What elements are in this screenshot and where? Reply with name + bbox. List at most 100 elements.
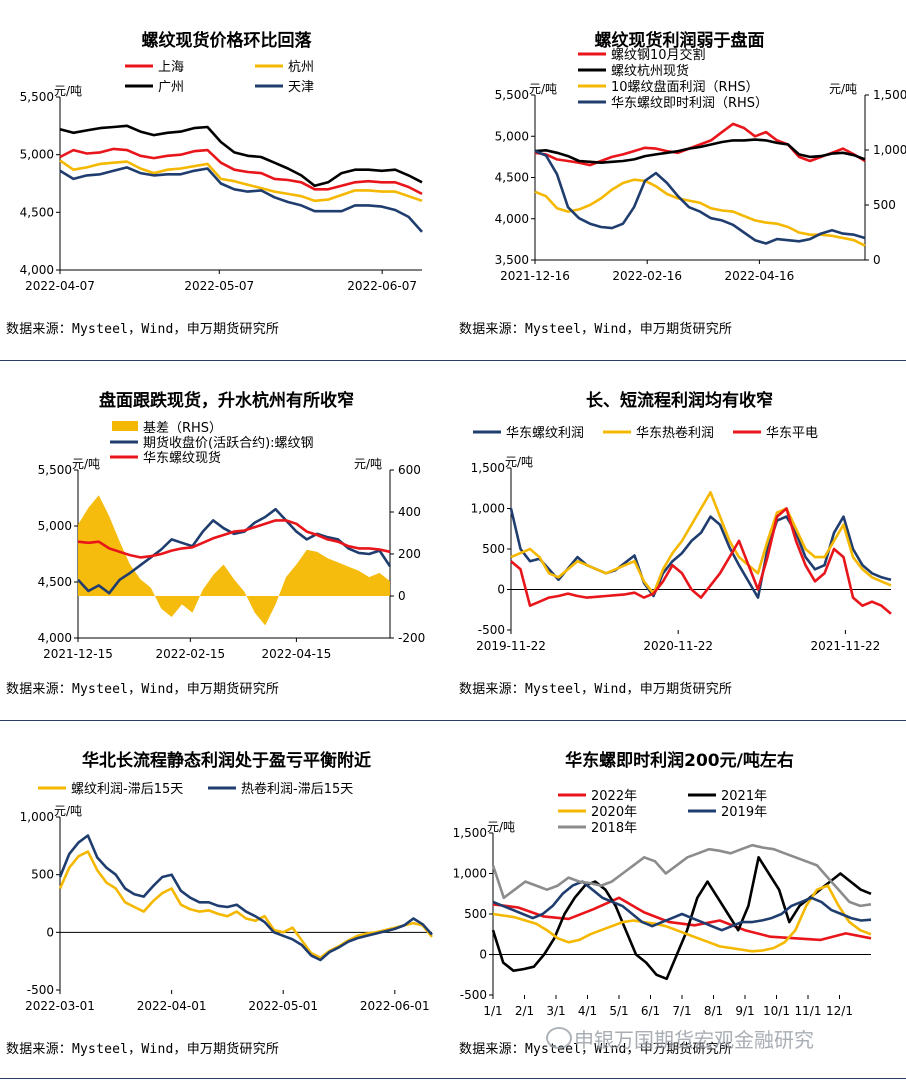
x-tick-label: 2020-11-22 bbox=[643, 639, 713, 653]
divider bbox=[0, 720, 906, 721]
series-area-0 bbox=[78, 495, 390, 626]
y-unit-label: 元/吨 bbox=[54, 804, 82, 818]
y-tick-label: 1,000 bbox=[20, 810, 54, 824]
legend-label: 2020年 bbox=[591, 805, 637, 820]
series-line-1 bbox=[510, 491, 892, 595]
y-tick-label: 0 bbox=[479, 948, 487, 962]
y-tick-label: 1,000 bbox=[471, 502, 505, 516]
x-tick-label: 2022-04-07 bbox=[25, 279, 95, 293]
x-tick-label: 5/1 bbox=[609, 1004, 628, 1018]
x-tick-label: 2022-05-01 bbox=[248, 999, 318, 1013]
series-line-4 bbox=[491, 843, 872, 908]
divider bbox=[0, 360, 906, 361]
y-tick-label: 1,000 bbox=[453, 867, 487, 881]
y-tick-label: 5,500 bbox=[495, 88, 529, 102]
series-line-2 bbox=[77, 519, 391, 559]
series-line-2 bbox=[492, 884, 872, 953]
legend-label: 华东螺纹现货 bbox=[143, 450, 221, 466]
legend-label: 2019年 bbox=[721, 805, 767, 820]
y-unit-label: 元/吨 bbox=[505, 455, 533, 469]
legend-label: 广州 bbox=[158, 80, 184, 95]
series-line-1 bbox=[534, 138, 866, 164]
y-tick-label: 5,000 bbox=[495, 129, 529, 143]
series-line-3 bbox=[492, 880, 872, 932]
legend-label: 10螺纹盘面利润（RHS） bbox=[611, 79, 759, 95]
legend-label: 华东螺纹即时利润（RHS） bbox=[611, 96, 768, 111]
chart-1-svg: 4,000 4,500 5,000 5,500 元/吨 2022-04-07 2022-05… bbox=[20, 60, 423, 293]
y2-tick-label: 0 bbox=[873, 253, 881, 267]
series-line-0 bbox=[534, 122, 866, 167]
chart-panel-6: 华东螺即时利润200元/吨左右 -500 0 500 1,000 1,500 元/吨 1/1… bbox=[453, 720, 906, 1080]
y2-tick-label: 400 bbox=[398, 505, 421, 519]
x-tick-label: 2022-05-07 bbox=[184, 279, 254, 293]
chart-title: 华北长流程静态利润处于盈亏平衡附近 bbox=[82, 751, 371, 771]
y-tick-label: 3,500 bbox=[495, 253, 529, 267]
legend-label: 华东热卷利润 bbox=[636, 425, 714, 441]
legend-label: 螺纹利润-滞后15天 bbox=[71, 782, 183, 797]
chart-panel-2: 螺纹现货利润弱于盘面 3,500 4,000 4,500 5,000 5,500 0 500… bbox=[453, 0, 906, 360]
series-line-1 bbox=[77, 507, 392, 595]
legend-label: 螺纹杭州现货 bbox=[611, 63, 689, 79]
x-tick-label: 1/1 bbox=[483, 1004, 502, 1018]
chart-title: 盘面跟跌现货，升水杭州有所收窄 bbox=[99, 391, 354, 411]
chart-3-svg: 4,000 4,500 5,000 5,500 -200 0 200 400 600 元/吨 元/吨… bbox=[38, 421, 425, 661]
y2-unit-label: 元/吨 bbox=[354, 457, 382, 471]
series-line-2 bbox=[510, 507, 892, 615]
y2-tick-label: 500 bbox=[873, 198, 896, 212]
x-tick-label: 11/1 bbox=[795, 1004, 822, 1018]
y-tick-label: 5,000 bbox=[38, 519, 72, 533]
x-tick-label: 2/1 bbox=[515, 1004, 534, 1018]
series-line-2 bbox=[59, 124, 423, 188]
x-tick-label: 2022-02-16 bbox=[612, 269, 682, 283]
y2-unit-label: 元/吨 bbox=[829, 82, 857, 96]
x-tick-label: 2022-02-15 bbox=[155, 647, 225, 661]
y-tick-label: 5,500 bbox=[38, 463, 72, 477]
chart-2-svg: 3,500 4,000 4,500 5,000 5,500 0 500 1,000 1,500 元… bbox=[495, 47, 906, 283]
legend-label: 天津 bbox=[288, 80, 314, 95]
y-tick-label: -500 bbox=[27, 983, 54, 997]
y-unit-label: 元/吨 bbox=[487, 820, 515, 834]
legend-label: 杭州 bbox=[288, 60, 314, 75]
y2-tick-label: 0 bbox=[398, 589, 406, 603]
chart-panel-4: 长、短流程利润均有收窄 -500 0 500 1,000 1,500 元/吨 2019-11… bbox=[453, 360, 906, 720]
y-tick-label: 500 bbox=[482, 542, 505, 556]
y-unit-label: 元/吨 bbox=[54, 84, 82, 98]
x-tick-label: 6/1 bbox=[641, 1004, 660, 1018]
source-note: 数据来源：Mysteel，Wind，申万期货研究所 bbox=[6, 682, 280, 697]
y2-tick-label: -200 bbox=[398, 631, 425, 645]
chart-title: 螺纹现货价格环比回落 bbox=[141, 31, 312, 51]
legend-swatch bbox=[112, 421, 138, 431]
legend-label: 基差（RHS） bbox=[143, 421, 222, 436]
legend-label: 华东螺纹利润 bbox=[506, 426, 584, 441]
source-note: 数据来源：Mysteel，Wind，申万期货研究所 bbox=[6, 1042, 280, 1057]
series-line-1 bbox=[59, 159, 423, 203]
source-note: 数据来源：Mysteel，Wind，申万期货研究所 bbox=[6, 322, 280, 337]
x-tick-label: 12/1 bbox=[826, 1004, 853, 1018]
y-tick-label: 4,000 bbox=[20, 263, 54, 277]
x-tick-label: 2021-11-22 bbox=[811, 639, 881, 653]
series-line-2 bbox=[534, 178, 866, 247]
source-note: 数据来源：Mysteel，Wind，申万期货研究所 bbox=[459, 1042, 733, 1057]
x-tick-label: 7/1 bbox=[672, 1004, 691, 1018]
legend-label: 螺纹钢10月交割 bbox=[611, 47, 706, 63]
series-line-0 bbox=[509, 508, 892, 599]
x-tick-label: 2022-03-01 bbox=[25, 999, 95, 1013]
x-tick-label: 2022-04-16 bbox=[725, 269, 795, 283]
y-tick-label: 0 bbox=[497, 583, 505, 597]
y-tick-label: -500 bbox=[478, 623, 505, 637]
x-tick-label: 10/1 bbox=[763, 1004, 790, 1018]
y-unit-label: 元/吨 bbox=[529, 82, 557, 96]
chart-panel-1: 螺纹现货价格环比回落 4,000 4,500 5,000 5,500 元/吨 2022-0… bbox=[0, 0, 453, 360]
y-tick-label: 4,000 bbox=[38, 631, 72, 645]
y-tick-label: 5,000 bbox=[20, 148, 54, 162]
y-tick-label: 4,500 bbox=[495, 171, 529, 185]
y-tick-label: 4,500 bbox=[20, 205, 54, 219]
y-tick-label: -500 bbox=[460, 988, 487, 1002]
x-tick-label: 2021-12-16 bbox=[500, 269, 570, 283]
y-tick-label: 500 bbox=[464, 907, 487, 921]
legend-label: 华东平电 bbox=[766, 426, 818, 441]
series-line-0 bbox=[59, 147, 423, 196]
source-note: 数据来源：Mysteel，Wind，申万期货研究所 bbox=[459, 682, 733, 697]
wechat-icon bbox=[546, 1027, 572, 1049]
y-tick-label: 4,000 bbox=[495, 212, 529, 226]
